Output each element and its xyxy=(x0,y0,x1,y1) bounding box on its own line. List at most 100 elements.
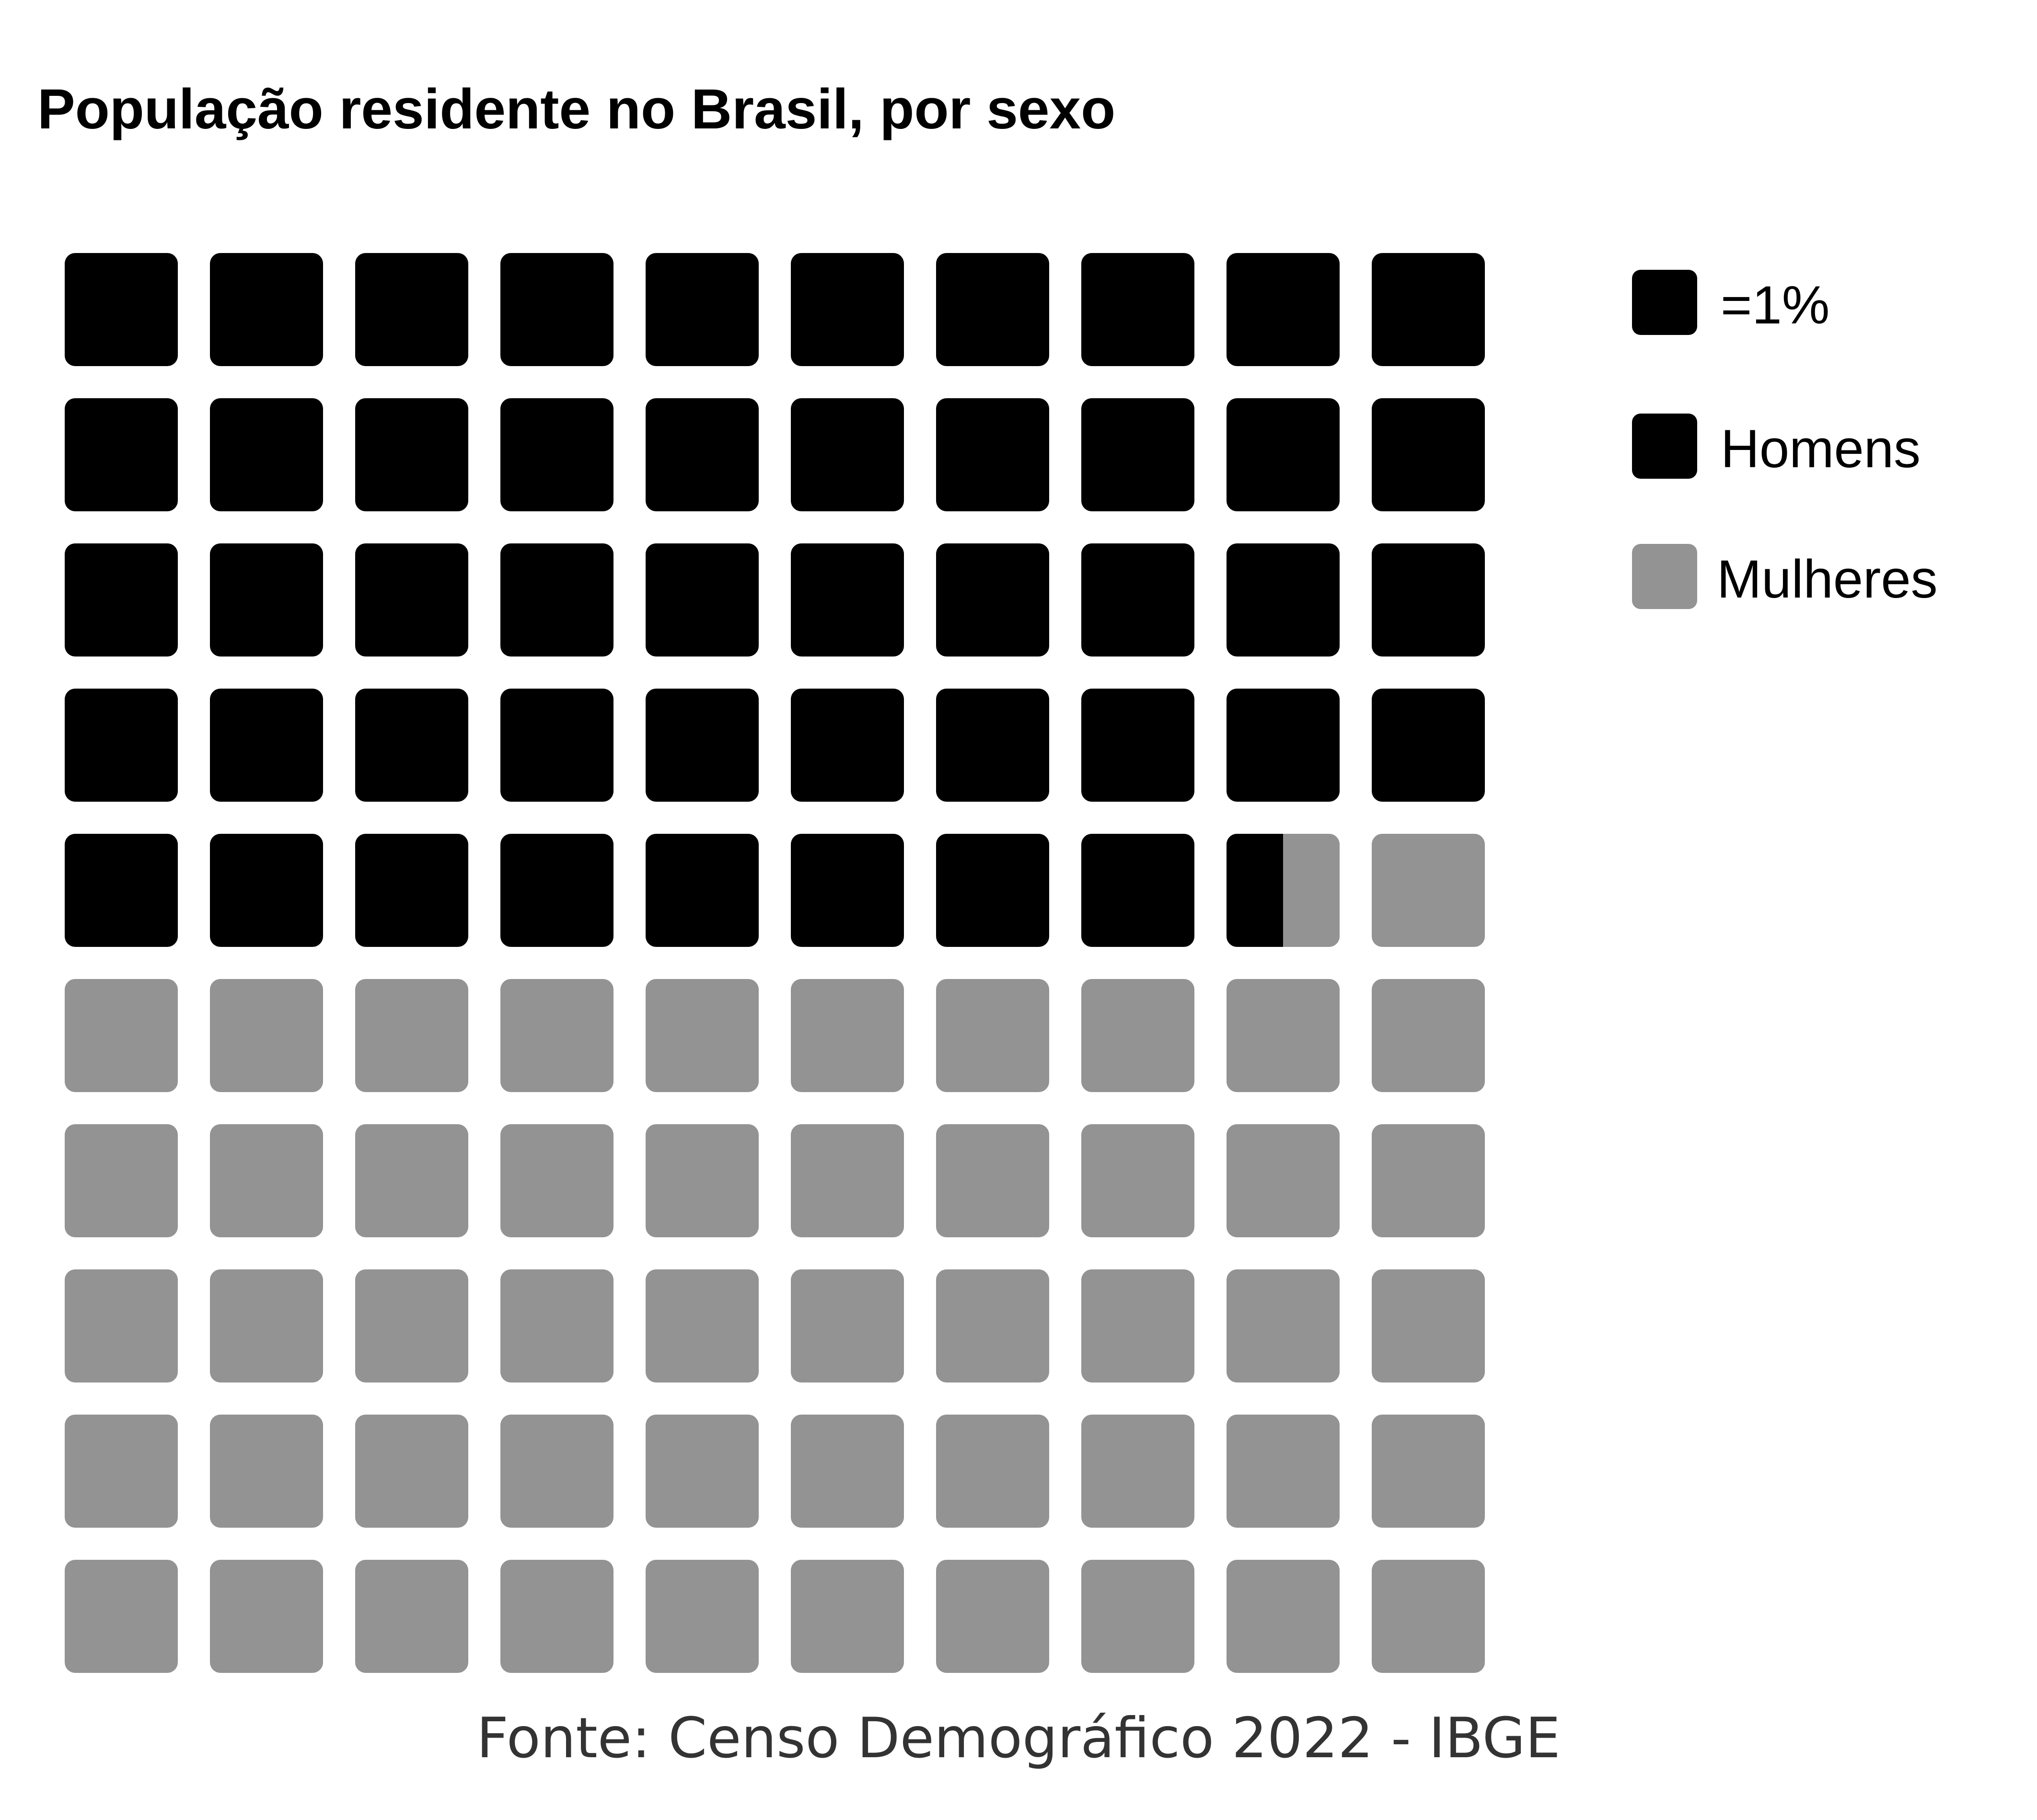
waffle-cell-homens xyxy=(355,543,468,657)
waffle-cell xyxy=(500,1415,613,1528)
waffle-cell-mulheres xyxy=(1227,1560,1340,1673)
waffle-cell xyxy=(936,543,1049,657)
waffle-cell xyxy=(646,543,759,657)
waffle-cell-mulheres xyxy=(646,1269,759,1382)
waffle-cell-homens xyxy=(355,834,468,947)
legend-mulheres-swatch xyxy=(1632,544,1697,609)
waffle-cell-mulheres xyxy=(646,1415,759,1528)
waffle-cell-homens xyxy=(65,834,178,947)
waffle-cell xyxy=(936,979,1049,1092)
waffle-cell xyxy=(936,834,1049,947)
waffle-cell xyxy=(1372,1560,1485,1673)
waffle-cell-mulheres xyxy=(791,1124,904,1237)
waffle-cell-mulheres xyxy=(1372,1415,1485,1528)
waffle-cell xyxy=(210,398,323,511)
waffle-cell xyxy=(1227,1124,1340,1237)
waffle-cell xyxy=(791,398,904,511)
waffle-cell-mulheres xyxy=(1081,979,1194,1092)
waffle-cell xyxy=(65,1560,178,1673)
waffle-cell-homens xyxy=(1081,689,1194,802)
waffle-cell xyxy=(646,1560,759,1673)
waffle-cell xyxy=(210,834,323,947)
waffle-cell xyxy=(646,253,759,366)
waffle-cell xyxy=(210,1124,323,1237)
waffle-cell xyxy=(210,1415,323,1528)
waffle-cell-homens xyxy=(500,834,613,947)
waffle-cell xyxy=(355,1124,468,1237)
waffle-cell-homens xyxy=(210,253,323,366)
waffle-cell xyxy=(210,979,323,1092)
waffle-cell-homens xyxy=(1372,689,1485,802)
waffle-cell xyxy=(1227,689,1340,802)
waffle-cell xyxy=(500,1124,613,1237)
waffle-cell-homens xyxy=(646,689,759,802)
waffle-cell-mulheres xyxy=(65,1269,178,1382)
waffle-cell-mulheres xyxy=(500,1415,613,1528)
waffle-cell-mulheres xyxy=(500,1124,613,1237)
source-note: Fonte: Censo Demográfico 2022 - IBGE xyxy=(476,1706,1561,1771)
waffle-cell xyxy=(1081,1124,1194,1237)
waffle-cell xyxy=(1227,1415,1340,1528)
waffle-cell-mulheres xyxy=(1372,979,1485,1092)
waffle-cell xyxy=(1372,253,1485,366)
waffle-cell-homens xyxy=(65,689,178,802)
waffle-cell xyxy=(1081,1560,1194,1673)
waffle-cell xyxy=(210,253,323,366)
waffle-cell-mulheres xyxy=(1081,1560,1194,1673)
waffle-cell-mulheres xyxy=(500,1269,613,1382)
waffle-cell-mulheres xyxy=(65,1124,178,1237)
waffle-cell-homens-part xyxy=(1227,834,1283,947)
waffle-cell xyxy=(936,689,1049,802)
waffle-cell-mulheres xyxy=(1372,1124,1485,1237)
waffle-cell-homens xyxy=(500,398,613,511)
waffle-cell-homens xyxy=(646,253,759,366)
waffle-cell xyxy=(210,689,323,802)
waffle-cell xyxy=(1227,543,1340,657)
waffle-cell xyxy=(210,1269,323,1382)
waffle-cell xyxy=(1372,689,1485,802)
waffle-cell xyxy=(500,979,613,1092)
waffle-cell-homens xyxy=(936,543,1049,657)
waffle-cell-homens xyxy=(936,689,1049,802)
waffle-cell-homens xyxy=(1227,543,1340,657)
waffle-cell-mulheres xyxy=(936,1560,1049,1673)
waffle-cell-mulheres xyxy=(355,1415,468,1528)
waffle-cell xyxy=(936,1269,1049,1382)
waffle-cell-homens xyxy=(355,398,468,511)
waffle-cell xyxy=(500,398,613,511)
waffle-cell-mulheres xyxy=(1081,1415,1194,1528)
waffle-cell xyxy=(1227,1269,1340,1382)
waffle-cell xyxy=(1081,543,1194,657)
waffle-cell xyxy=(1227,253,1340,366)
waffle-cell-mulheres xyxy=(646,979,759,1092)
waffle-cell-homens xyxy=(1081,253,1194,366)
waffle-cell-homens xyxy=(791,253,904,366)
waffle-cell xyxy=(65,689,178,802)
waffle-cell xyxy=(1372,1124,1485,1237)
waffle-cell-homens xyxy=(210,398,323,511)
waffle-cell xyxy=(791,1124,904,1237)
waffle-cell-mulheres xyxy=(355,1124,468,1237)
legend-unit-swatch xyxy=(1632,270,1697,335)
waffle-cell-homens xyxy=(65,398,178,511)
waffle-cell-mulheres xyxy=(1081,1124,1194,1237)
waffle-cell-mulheres xyxy=(1227,979,1340,1092)
waffle-cell xyxy=(936,398,1049,511)
waffle-cell-homens xyxy=(65,253,178,366)
waffle-cell xyxy=(646,979,759,1092)
waffle-cell-homens xyxy=(355,253,468,366)
waffle-cell-homens xyxy=(1081,543,1194,657)
waffle-cell xyxy=(1081,1415,1194,1528)
waffle-cell-mulheres xyxy=(500,1560,613,1673)
waffle-cell-homens xyxy=(1227,689,1340,802)
waffle-cell-homens xyxy=(791,398,904,511)
waffle-cell xyxy=(791,1415,904,1528)
waffle-cell-mulheres xyxy=(355,979,468,1092)
waffle-cell-mulheres xyxy=(791,1415,904,1528)
waffle-cell xyxy=(355,689,468,802)
waffle-cell xyxy=(355,253,468,366)
waffle-cell xyxy=(1227,979,1340,1092)
waffle-cell-mulheres xyxy=(1372,1269,1485,1382)
waffle-cell-mulheres xyxy=(500,979,613,1092)
waffle-cell xyxy=(791,543,904,657)
